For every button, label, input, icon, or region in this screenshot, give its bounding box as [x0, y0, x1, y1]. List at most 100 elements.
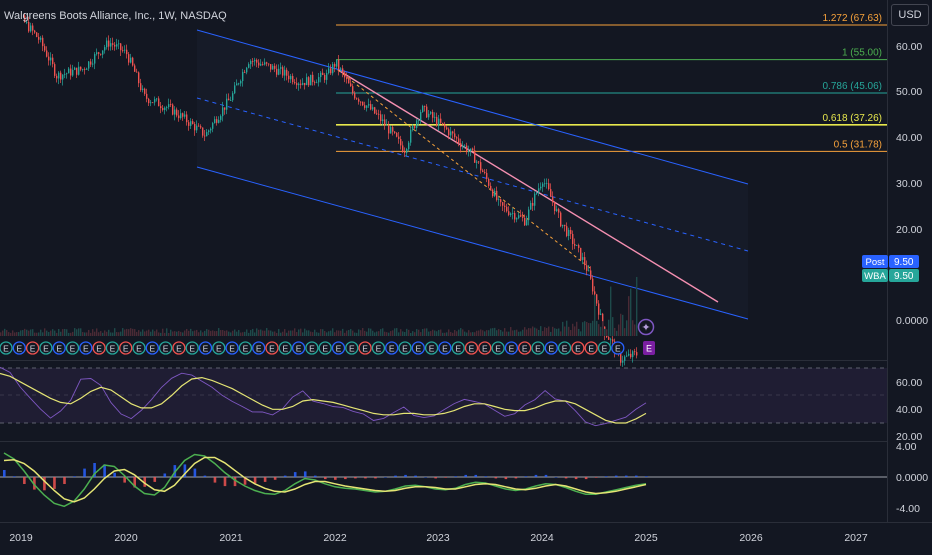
candle-body[interactable]	[114, 44, 116, 47]
time-axis[interactable]: 2019 2020 2021 2022 2023 2024 2025 2026 2027	[9, 532, 868, 544]
candle-body[interactable]	[540, 186, 542, 189]
candle-body[interactable]	[234, 85, 236, 94]
earnings-marker[interactable]: E	[504, 341, 519, 355]
candle-body[interactable]	[372, 107, 374, 110]
earnings-marker[interactable]: E	[119, 341, 133, 355]
candle-body[interactable]	[180, 113, 182, 119]
candle-body[interactable]	[624, 356, 626, 361]
macd-line[interactable]	[3, 452, 647, 508]
candle-body[interactable]	[620, 351, 622, 363]
candle-body[interactable]	[226, 98, 228, 110]
candle-body[interactable]	[112, 43, 114, 45]
candle-body[interactable]	[236, 83, 238, 86]
candle-body[interactable]	[356, 98, 358, 100]
earnings-marker[interactable]: E	[318, 341, 332, 355]
candle-body[interactable]	[224, 107, 226, 110]
candle-body[interactable]	[484, 172, 486, 173]
candle-body[interactable]	[284, 69, 286, 76]
candle-body[interactable]	[72, 69, 74, 76]
candle-body[interactable]	[316, 82, 318, 84]
candle-body[interactable]	[446, 127, 448, 130]
candle-body[interactable]	[382, 119, 384, 122]
candle-body[interactable]	[478, 161, 480, 163]
candle-body[interactable]	[432, 112, 434, 118]
candle-body[interactable]	[530, 202, 532, 210]
candle-body[interactable]	[222, 107, 224, 117]
earnings-marker[interactable]: E	[158, 341, 173, 355]
candle-body[interactable]	[82, 69, 84, 70]
candle-body[interactable]	[362, 101, 364, 106]
candle-body[interactable]	[570, 229, 572, 234]
candle-body[interactable]	[472, 148, 474, 151]
channel-upper-line[interactable]	[196, 29, 749, 185]
candle-body[interactable]	[146, 93, 148, 99]
candle-body[interactable]	[308, 77, 310, 86]
earnings-marker[interactable]: E	[25, 341, 40, 355]
candle-body[interactable]	[468, 151, 470, 153]
candle-body[interactable]	[124, 49, 126, 51]
candle-body[interactable]	[176, 109, 178, 116]
candle-body[interactable]	[288, 75, 290, 80]
candle-body[interactable]	[396, 132, 398, 137]
candle-body[interactable]	[466, 145, 468, 153]
candle-body[interactable]	[88, 61, 90, 69]
candle-body[interactable]	[488, 178, 490, 186]
candle-body[interactable]	[410, 129, 412, 143]
candle-body[interactable]	[414, 126, 416, 128]
earnings-marker[interactable]: E	[544, 341, 558, 355]
candle-body[interactable]	[370, 104, 372, 110]
candle-body[interactable]	[104, 47, 106, 51]
candle-body[interactable]	[388, 124, 390, 134]
candle-body[interactable]	[142, 88, 144, 91]
candle-body[interactable]	[506, 206, 508, 212]
candle-body[interactable]	[190, 121, 192, 126]
candle-body[interactable]	[84, 69, 86, 70]
candle-body[interactable]	[136, 71, 138, 73]
candle-body[interactable]	[412, 126, 414, 130]
candle-body[interactable]	[264, 62, 266, 65]
candle-body[interactable]	[438, 118, 440, 126]
candle-body[interactable]	[474, 150, 476, 163]
candle-body[interactable]	[150, 102, 152, 104]
candle-body[interactable]	[244, 71, 246, 73]
candle-body[interactable]	[196, 125, 198, 131]
candle-body[interactable]	[312, 74, 314, 83]
candle-body[interactable]	[350, 83, 352, 87]
candle-body[interactable]	[510, 213, 512, 215]
earnings-marker[interactable]: E	[358, 341, 372, 355]
earnings-marker[interactable]: E	[12, 341, 26, 355]
earnings-marker[interactable]: E	[305, 341, 319, 355]
candle-body[interactable]	[442, 122, 444, 124]
candle-body[interactable]	[306, 77, 308, 86]
candle-body[interactable]	[36, 32, 38, 37]
candle-body[interactable]	[386, 124, 388, 126]
candle-body[interactable]	[374, 107, 376, 114]
candle-body[interactable]	[514, 213, 516, 220]
candle-body[interactable]	[378, 113, 380, 115]
macd-signal-line[interactable]	[3, 456, 647, 503]
earnings-marker[interactable]: E	[65, 341, 80, 355]
candle-body[interactable]	[94, 54, 96, 64]
candle-body[interactable]	[294, 82, 296, 84]
earnings-marker[interactable]: E	[52, 341, 66, 355]
candle-body[interactable]	[622, 360, 624, 363]
candle-body[interactable]	[634, 351, 636, 353]
candle-body[interactable]	[160, 106, 162, 109]
earnings-marker[interactable]: E	[212, 341, 226, 355]
earnings-marker[interactable]: E	[464, 341, 479, 355]
candle-body[interactable]	[526, 219, 528, 226]
candle-body[interactable]	[30, 25, 32, 32]
candle-body[interactable]	[32, 25, 34, 31]
candle-body[interactable]	[42, 37, 44, 47]
candle-body[interactable]	[516, 218, 518, 220]
candle-body[interactable]	[198, 125, 200, 127]
candle-body[interactable]	[168, 104, 170, 108]
earnings-marker[interactable]: E	[172, 341, 186, 355]
candle-body[interactable]	[116, 44, 118, 47]
currency-button[interactable]: USD	[891, 4, 929, 26]
candle-body[interactable]	[630, 353, 632, 358]
earnings-marker[interactable]: E	[92, 341, 106, 355]
candle-body[interactable]	[106, 40, 108, 48]
earnings-marker[interactable]: E	[0, 341, 13, 355]
candle-body[interactable]	[340, 68, 342, 70]
